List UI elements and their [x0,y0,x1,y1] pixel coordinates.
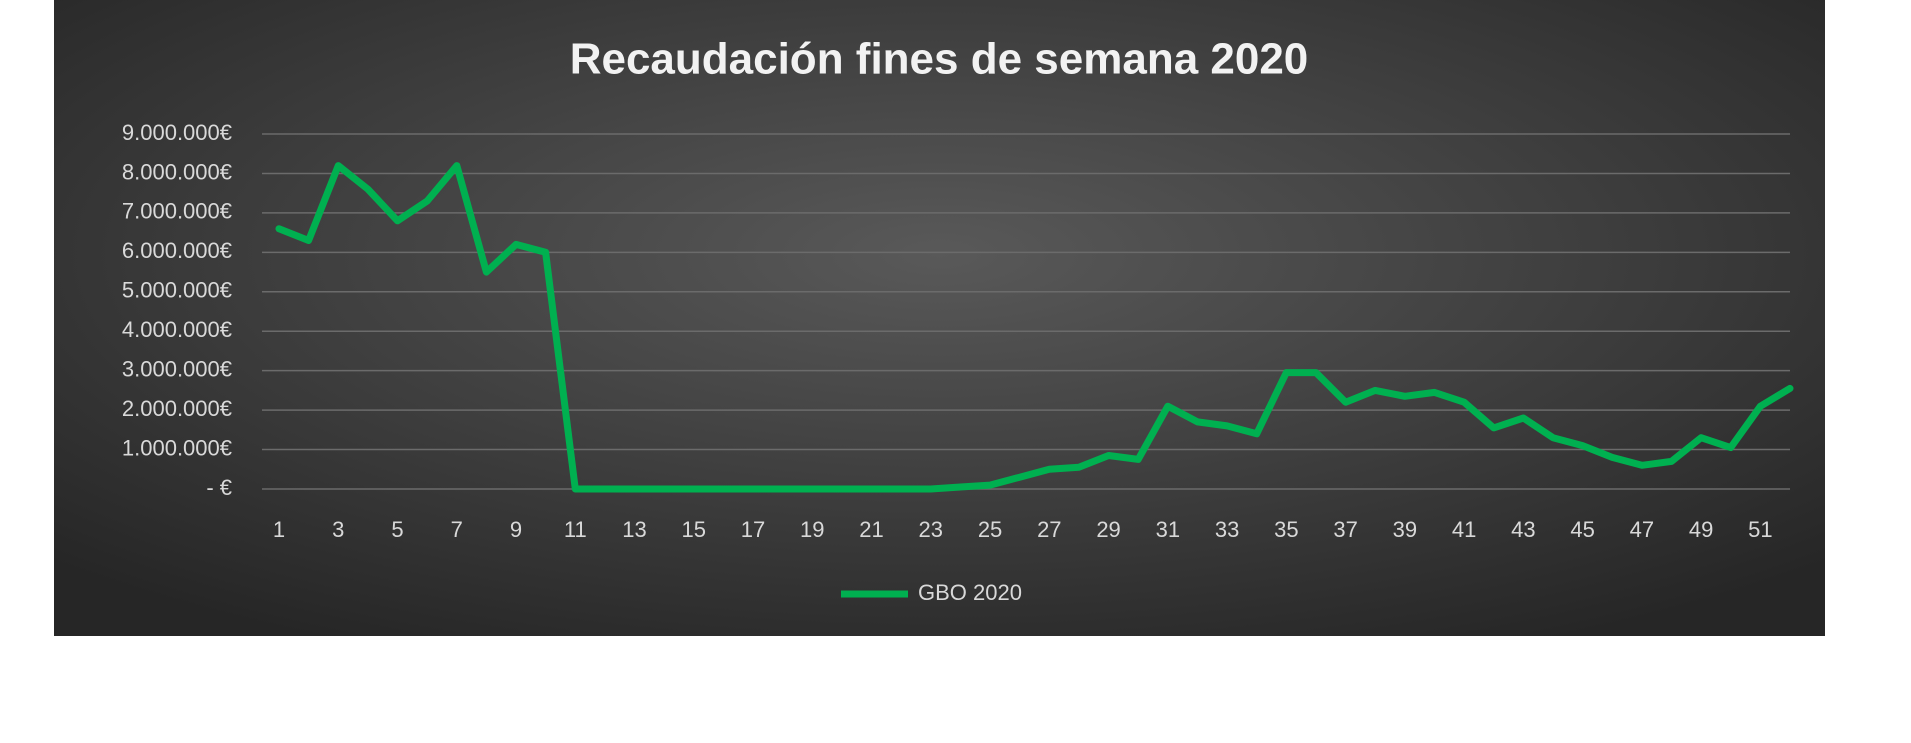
x-tick-label: 21 [859,517,883,542]
y-tick-label: 5.000.000€ [122,278,232,303]
x-tick-label: 33 [1215,517,1239,542]
x-tick-label: 23 [919,517,943,542]
y-tick-label: 7.000.000€ [122,199,232,224]
x-tick-label: 9 [510,517,522,542]
y-tick-label: 4.000.000€ [122,317,232,342]
x-tick-label: 31 [1156,517,1180,542]
x-tick-label: 49 [1689,517,1713,542]
y-tick-label: 1.000.000€ [122,435,232,460]
x-tick-label: 15 [682,517,706,542]
y-tick-label: 3.000.000€ [122,356,232,381]
x-tick-label: 29 [1096,517,1120,542]
x-tick-label: 35 [1274,517,1298,542]
x-tick-label: 39 [1393,517,1417,542]
y-tick-label: 6.000.000€ [122,238,232,263]
x-tick-label: 3 [332,517,344,542]
x-tick-label: 17 [741,517,765,542]
x-tick-label: 25 [978,517,1002,542]
x-tick-label: 41 [1452,517,1476,542]
x-tick-label: 11 [564,517,587,542]
series-line [275,162,1794,493]
y-tick-label: - € [206,475,232,500]
x-tick-label: 27 [1037,517,1061,542]
chart-background [54,0,1825,636]
x-tick-label: 1 [273,517,285,542]
x-tick-label: 45 [1570,517,1594,542]
x-tick-label: 37 [1333,517,1357,542]
x-tick-label: 19 [800,517,824,542]
chart-title: Recaudación fines de semana 2020 [570,35,1309,84]
y-tick-label: 2.000.000€ [122,396,232,421]
x-tick-label: 7 [451,517,463,542]
y-tick-label: 9.000.000€ [122,120,232,145]
x-tick-label: 51 [1748,517,1772,542]
legend-label: GBO 2020 [918,580,1022,605]
x-tick-label: 13 [622,517,646,542]
x-tick-label: 47 [1630,517,1654,542]
x-tick-label: 43 [1511,517,1535,542]
x-tick-label: 5 [391,517,403,542]
y-tick-label: 8.000.000€ [122,159,232,184]
